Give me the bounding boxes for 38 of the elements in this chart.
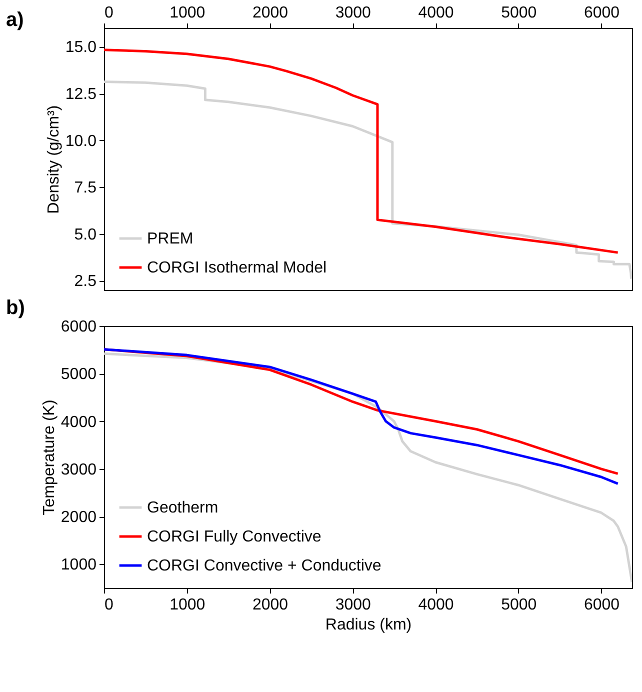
- x2-tick-label: 1000: [170, 4, 206, 22]
- y-tick-label: 5000: [60, 366, 97, 384]
- line-series: [104, 80, 632, 280]
- x2-tick-label: 6000: [584, 4, 620, 22]
- y-tick-label: 12.5: [65, 86, 97, 103]
- x2-tick-label: 4000: [418, 4, 454, 22]
- text: b): [6, 297, 25, 319]
- legend-label: CORGI Convective + Conductive: [147, 558, 382, 574]
- y-axis-title: Density (g/cm³): [45, 105, 62, 214]
- y-tick-label: 7.5: [74, 180, 97, 197]
- x-tick-label: 1000: [170, 596, 206, 614]
- y-axis-title: Temperature (K): [40, 400, 58, 516]
- x-tick-label: 2000: [252, 596, 288, 614]
- legend-label: PREM: [147, 230, 194, 248]
- x-tick-label: 6000: [584, 596, 620, 614]
- y-tick-label: 10.0: [65, 132, 97, 150]
- legend-label: CORGI Isothermal Model: [147, 260, 327, 276]
- y-tick-label: 2.5: [74, 273, 97, 290]
- legend-label: Geotherm: [147, 500, 218, 516]
- x-tick-label: 4000: [418, 596, 454, 614]
- y-tick-label: 2000: [60, 509, 97, 526]
- x2-tick-label: 3000: [335, 4, 372, 22]
- legend-label: CORGI Fully Convective: [147, 528, 322, 546]
- x-tick-label: 0: [104, 596, 114, 614]
- x2-tick-label: 2000: [252, 4, 288, 22]
- x-axis-title: Radius (km): [325, 616, 412, 634]
- y-tick-label: 15.0: [65, 39, 97, 56]
- y-tick-label: 4000: [60, 414, 97, 431]
- x-tick-label: 5000: [501, 596, 537, 614]
- x-tick-label: 3000: [335, 596, 372, 614]
- y-tick-label: 5.0: [74, 226, 97, 244]
- y-tick-label: 3000: [60, 461, 97, 478]
- x2-tick-label: 5000: [501, 4, 537, 22]
- x2-tick-label: 0: [104, 4, 114, 22]
- text: a): [6, 9, 24, 31]
- y-tick-label: 1000: [60, 556, 97, 574]
- line-series: [104, 48, 620, 254]
- y-tick-label: 6000: [60, 318, 97, 336]
